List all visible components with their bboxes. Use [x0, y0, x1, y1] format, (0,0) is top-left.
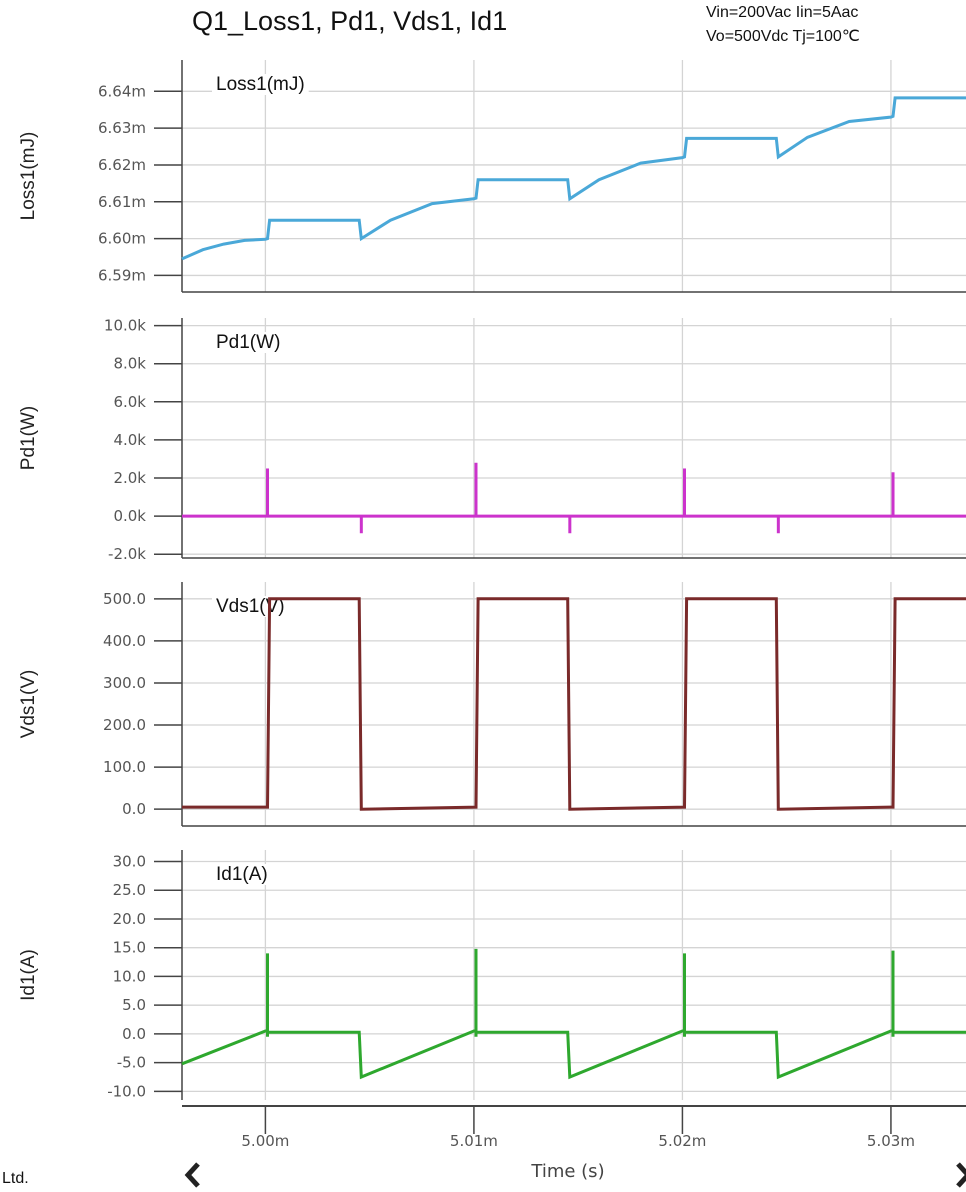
- series-line-vds: [182, 597, 966, 811]
- corner-text: Ltd.: [2, 1170, 29, 1187]
- y-tick-label: 6.59m: [98, 266, 146, 284]
- series-label-bg: [212, 864, 272, 885]
- y-tick-label: 4.0k: [113, 431, 146, 449]
- chart-title: Q1_Loss1, Pd1, Vds1, Id1: [192, 6, 508, 36]
- y-tick-label: 100.0: [103, 758, 146, 776]
- y-tick-label: 6.64m: [98, 82, 146, 100]
- series-label: Loss1(mJ): [216, 74, 305, 95]
- y-tick-label: 6.62m: [98, 156, 146, 174]
- y-tick-label: 2.0k: [113, 469, 146, 487]
- y-tick-label: 6.60m: [98, 230, 146, 248]
- scroll-right-icon[interactable]: [952, 1160, 966, 1190]
- y-tick-label: -10.0: [107, 1082, 146, 1100]
- y-tick-label: 0.0k: [113, 507, 146, 525]
- y-tick-label: 0.0: [122, 1025, 146, 1043]
- series-label-bg: [212, 332, 285, 353]
- series-label: Pd1(W): [216, 332, 280, 353]
- y-tick-label: 6.63m: [98, 119, 146, 137]
- series-label: Vds1(V): [216, 596, 285, 617]
- y-tick-label: -2.0k: [108, 545, 146, 563]
- y-tick-label: 15.0: [113, 939, 146, 957]
- y-axis-label: Pd1(W): [18, 406, 39, 470]
- x-axis-label: Time (s): [530, 1161, 604, 1182]
- y-tick-label: 500.0: [103, 590, 146, 608]
- scroll-left-icon[interactable]: [182, 1160, 204, 1190]
- condition-note-input: Vin=200Vac Iin=5Aac: [706, 4, 859, 21]
- y-axis-label: Vds1(V): [18, 670, 39, 739]
- y-tick-label: 5.0: [122, 996, 146, 1014]
- x-tick-label: 5.01m: [450, 1132, 498, 1150]
- y-tick-label: 6.61m: [98, 193, 146, 211]
- y-tick-label: 8.0k: [113, 355, 146, 373]
- y-tick-label: 200.0: [103, 716, 146, 734]
- y-axis-label: Loss1(mJ): [18, 132, 39, 221]
- y-tick-label: 25.0: [113, 881, 146, 899]
- condition-note-output: Vo=500Vdc Tj=100℃: [706, 28, 860, 45]
- x-tick-label: 5.02m: [658, 1132, 706, 1150]
- series-label: Id1(A): [216, 864, 268, 885]
- y-tick-label: 10.0: [113, 967, 146, 985]
- y-tick-label: 400.0: [103, 632, 146, 650]
- x-tick-label: 5.03m: [867, 1132, 915, 1150]
- y-tick-label: 30.0: [113, 852, 146, 870]
- series-line-id: [181, 948, 966, 1080]
- y-axis-label: Id1(A): [18, 949, 39, 1001]
- y-tick-label: -5.0: [117, 1054, 146, 1072]
- series-label-bg: [212, 74, 309, 95]
- y-tick-label: 300.0: [103, 674, 146, 692]
- y-tick-label: 10.0k: [104, 317, 146, 335]
- y-tick-label: 6.0k: [113, 393, 146, 411]
- y-tick-label: 0.0: [122, 800, 146, 818]
- y-tick-label: 20.0: [113, 910, 146, 928]
- x-tick-label: 5.00m: [241, 1132, 289, 1150]
- series-line-loss: [181, 96, 966, 261]
